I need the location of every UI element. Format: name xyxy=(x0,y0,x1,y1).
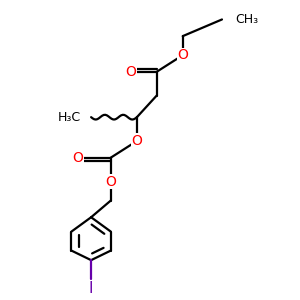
Text: I: I xyxy=(89,281,93,296)
Text: O: O xyxy=(131,134,142,148)
Text: H₃C: H₃C xyxy=(58,111,81,124)
Text: O: O xyxy=(177,48,188,62)
Text: CH₃: CH₃ xyxy=(235,13,258,26)
Text: O: O xyxy=(125,65,136,79)
Text: O: O xyxy=(105,175,116,188)
Text: O: O xyxy=(73,151,83,165)
